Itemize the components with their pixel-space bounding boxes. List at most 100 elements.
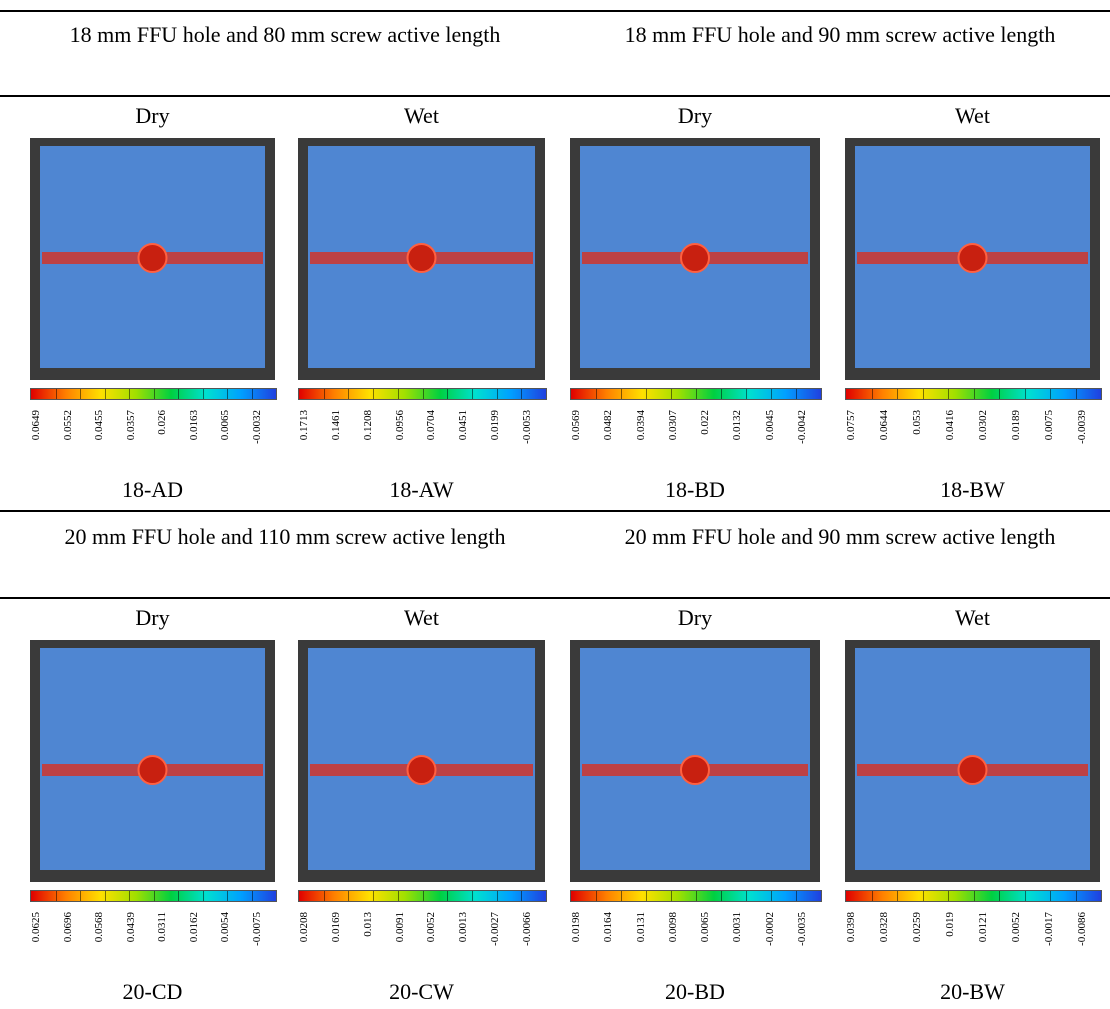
colorbar-divider [373, 891, 375, 901]
colorbar-divider [671, 389, 672, 399]
colorbar-divider [796, 891, 797, 901]
colorbar-tick-label: 0.0625 [30, 912, 42, 943]
colorbar-divider [746, 389, 747, 399]
condition-label: Dry [677, 605, 713, 630]
colorbar-divider [1024, 891, 1026, 901]
colorbar-tick-label: 0.1713 [298, 410, 310, 441]
colorbar-divider [999, 891, 1000, 901]
colorbar-tick-label: -0.0032 [251, 410, 263, 444]
colorbar-tick-label: -0.0039 [1076, 410, 1088, 444]
colorbar-tick-label: -0.0042 [796, 410, 808, 444]
colorbar-tick-label: 0.019 [944, 912, 956, 937]
colorbar-tick-label: 0.0307 [666, 410, 679, 441]
colorbar-divider [251, 389, 253, 399]
condition-label: Dry [677, 103, 713, 128]
colorbar-divider [80, 389, 81, 399]
colorbar-divider [227, 389, 228, 399]
colorbar-divider [129, 389, 130, 399]
group-header: 18 mm FFU hole and 80 mm screw active le… [69, 22, 501, 47]
colorbar-divider [496, 389, 498, 399]
colorbar-tick-label: -0.0075 [251, 912, 263, 946]
colorbar-divider [871, 891, 873, 901]
colorbar-tick-label: -0.0002 [763, 912, 776, 946]
colorbar [570, 890, 822, 902]
colorbar-tick-label: 0.0259 [911, 912, 923, 943]
condition-label: Wet [404, 103, 439, 128]
colorbar-tick-label: 0.022 [699, 410, 712, 435]
colorbar-tick-label: 0.0169 [329, 912, 342, 943]
condition-label: Wet [404, 605, 439, 630]
colorbar-divider [496, 891, 498, 901]
colorbar-tick-label: 0.0164 [602, 912, 615, 943]
colorbar-tick-label: 0.0052 [1010, 912, 1022, 943]
colorbar-divider [948, 891, 949, 901]
colorbar-tick-label: 0.0132 [731, 410, 744, 441]
colorbar-tick-label: 0.0054 [219, 912, 232, 943]
colorbar-divider [323, 389, 325, 399]
colorbar-tick-label: -0.0066 [521, 912, 533, 946]
colorbar-divider [227, 891, 228, 901]
colorbar-divider [696, 891, 697, 901]
colorbar-tick-label: 0.0455 [93, 410, 106, 441]
colorbar-divider [696, 389, 697, 399]
colorbar-divider [897, 891, 898, 901]
specimen-label: 18-BD [665, 477, 725, 502]
specimen-label: 18-BW [940, 477, 1005, 502]
colorbar-divider [621, 891, 622, 901]
specimen-label: 20-BD [665, 979, 725, 1004]
colorbar-divider [373, 389, 375, 399]
colorbar-tick-label: 0.0065 [219, 410, 232, 441]
colorbar [30, 890, 277, 902]
colorbar-divider [746, 891, 747, 901]
strain-map [570, 640, 820, 882]
condition-label: Dry [135, 103, 170, 128]
colorbar-tick-label: 0.0394 [634, 410, 647, 441]
colorbar-divider [1050, 389, 1051, 399]
colorbar-divider [348, 891, 350, 901]
colorbar-divider [922, 891, 924, 901]
colorbar-tick-label: 0.0482 [602, 410, 615, 441]
colorbar-divider [55, 389, 57, 399]
colorbar-tick-label: 0.0696 [61, 912, 74, 943]
colorbar-tick-label: 0.026 [156, 410, 169, 435]
strain-map [30, 138, 275, 380]
colorbar-tick-label: -0.0086 [1076, 912, 1088, 946]
colorbar-tick-label: 0.0052 [425, 912, 438, 943]
colorbar-tick-label: 0.1208 [361, 410, 374, 441]
colorbar-tick-label: 0.0568 [93, 912, 106, 943]
colorbar-divider [104, 891, 106, 901]
colorbar-tick-label: 0.0163 [187, 410, 200, 441]
colorbar-tick-label: 0.0013 [457, 912, 470, 943]
header-rule [0, 95, 1110, 97]
specimen-label: 20-CD [122, 979, 183, 1004]
colorbar [845, 388, 1102, 400]
strain-map [30, 640, 275, 882]
colorbar-tick-label: 0.0031 [731, 912, 744, 943]
colorbar-divider [922, 389, 924, 399]
strain-map [845, 138, 1100, 380]
colorbar [570, 388, 822, 400]
colorbar-tick-label: 0.0311 [156, 912, 169, 942]
colorbar-tick-label: 0.0328 [878, 912, 890, 943]
colorbar-tick-label: 0.0302 [977, 410, 989, 441]
colorbar-divider [251, 891, 253, 901]
colorbar-divider [323, 891, 325, 901]
colorbar-divider [447, 389, 449, 399]
condition-label: Dry [135, 605, 170, 630]
colorbar-tick-label: 0.013 [361, 912, 374, 937]
colorbar-divider [897, 389, 898, 399]
colorbar-divider [796, 389, 797, 399]
colorbar-tick-label: 0.0121 [977, 912, 989, 943]
colorbar [845, 890, 1102, 902]
colorbar-tick-label: 0.1461 [329, 410, 342, 441]
colorbar-tick-label: 0.0416 [944, 410, 956, 441]
colorbar-divider [447, 891, 449, 901]
colorbar-tick-label: 0.0091 [393, 912, 406, 943]
colorbar-tick-label: 0.0189 [1010, 410, 1022, 441]
group-header: 20 mm FFU hole and 90 mm screw active le… [624, 524, 1056, 549]
strain-map [570, 138, 820, 380]
colorbar-divider [80, 891, 81, 901]
colorbar-divider [471, 891, 473, 901]
condition-label: Wet [955, 605, 990, 630]
